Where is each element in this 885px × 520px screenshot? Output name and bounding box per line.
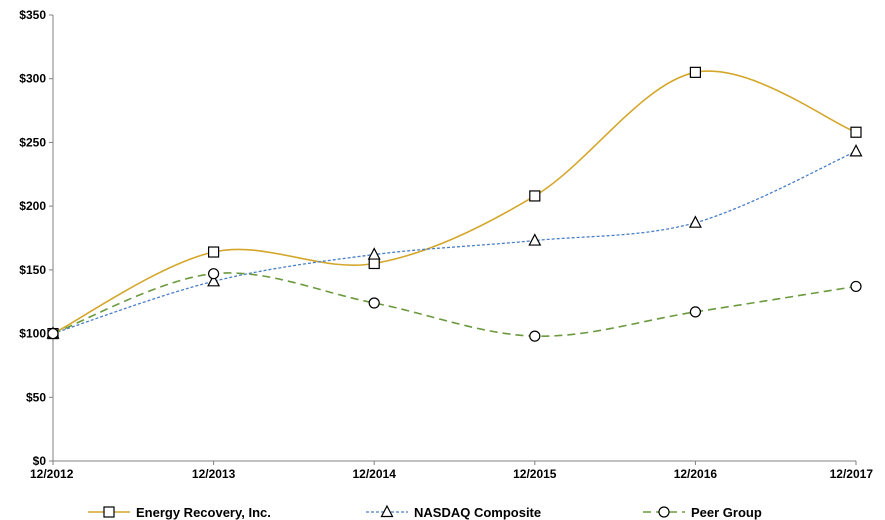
data-point-triangle [207, 274, 221, 287]
series-line [52, 150, 857, 335]
y-tick-label: $350 [19, 8, 46, 22]
legend-label: NASDAQ Composite [414, 505, 541, 520]
data-point-triangle [528, 233, 542, 246]
data-point-circle [47, 327, 59, 340]
y-tick-label: $300 [19, 72, 46, 86]
data-point-triangle [849, 144, 863, 157]
series-circle-group [47, 268, 862, 342]
data-point-circle [368, 297, 380, 309]
x-tick-label: 12/2012 [30, 467, 74, 481]
y-tick-label: $100 [19, 327, 46, 341]
series-line [52, 272, 857, 337]
legend-marker-triangle [380, 504, 394, 518]
y-tick-label: $0 [33, 454, 47, 468]
y-tick-label: $200 [19, 199, 46, 213]
series-triangle-group [46, 144, 863, 339]
data-point-square [689, 66, 702, 78]
y-tick-label: $50 [26, 390, 46, 404]
x-tick-label: 12/2015 [513, 467, 557, 481]
data-point-circle [529, 330, 541, 342]
data-point-triangle [367, 247, 381, 260]
legend-label: Peer Group [691, 505, 762, 520]
x-tick-label: 12/2013 [192, 467, 236, 481]
data-point-square [368, 257, 380, 270]
data-point-square [208, 246, 220, 258]
x-tick-label: 12/2017 [830, 467, 874, 481]
x-tick-label: 12/2016 [674, 467, 718, 481]
data-point-square [529, 190, 541, 202]
series-lines [46, 66, 863, 342]
legend-item: NASDAQ Composite [366, 504, 541, 520]
data-point-circle [689, 306, 702, 318]
legend-marker-square [103, 506, 115, 518]
x-tick-label: 12/2014 [353, 467, 397, 481]
legend-item: Peer Group [643, 505, 762, 520]
y-axis: $0 $50 $100 $150 $200 $250 $300 $350 [19, 8, 54, 468]
data-point-triangle [688, 215, 702, 228]
y-tick-label: $150 [19, 263, 46, 277]
data-point-circle [208, 268, 220, 280]
legend-label: Energy Recovery, Inc. [136, 505, 271, 520]
legend: Energy Recovery, Inc. NASDAQ Composite Pee… [88, 504, 762, 520]
x-axis: 12/2012 12/2013 12/2014 12/2015 12/2016 12/20… [30, 460, 874, 481]
legend-item: Energy Recovery, Inc. [88, 505, 271, 520]
series-square-group [47, 66, 862, 340]
series-line [52, 70, 857, 335]
legend-marker-circle [658, 506, 670, 518]
data-point-square [850, 126, 862, 138]
data-point-circle [850, 280, 862, 293]
y-tick-label: $250 [19, 135, 46, 149]
